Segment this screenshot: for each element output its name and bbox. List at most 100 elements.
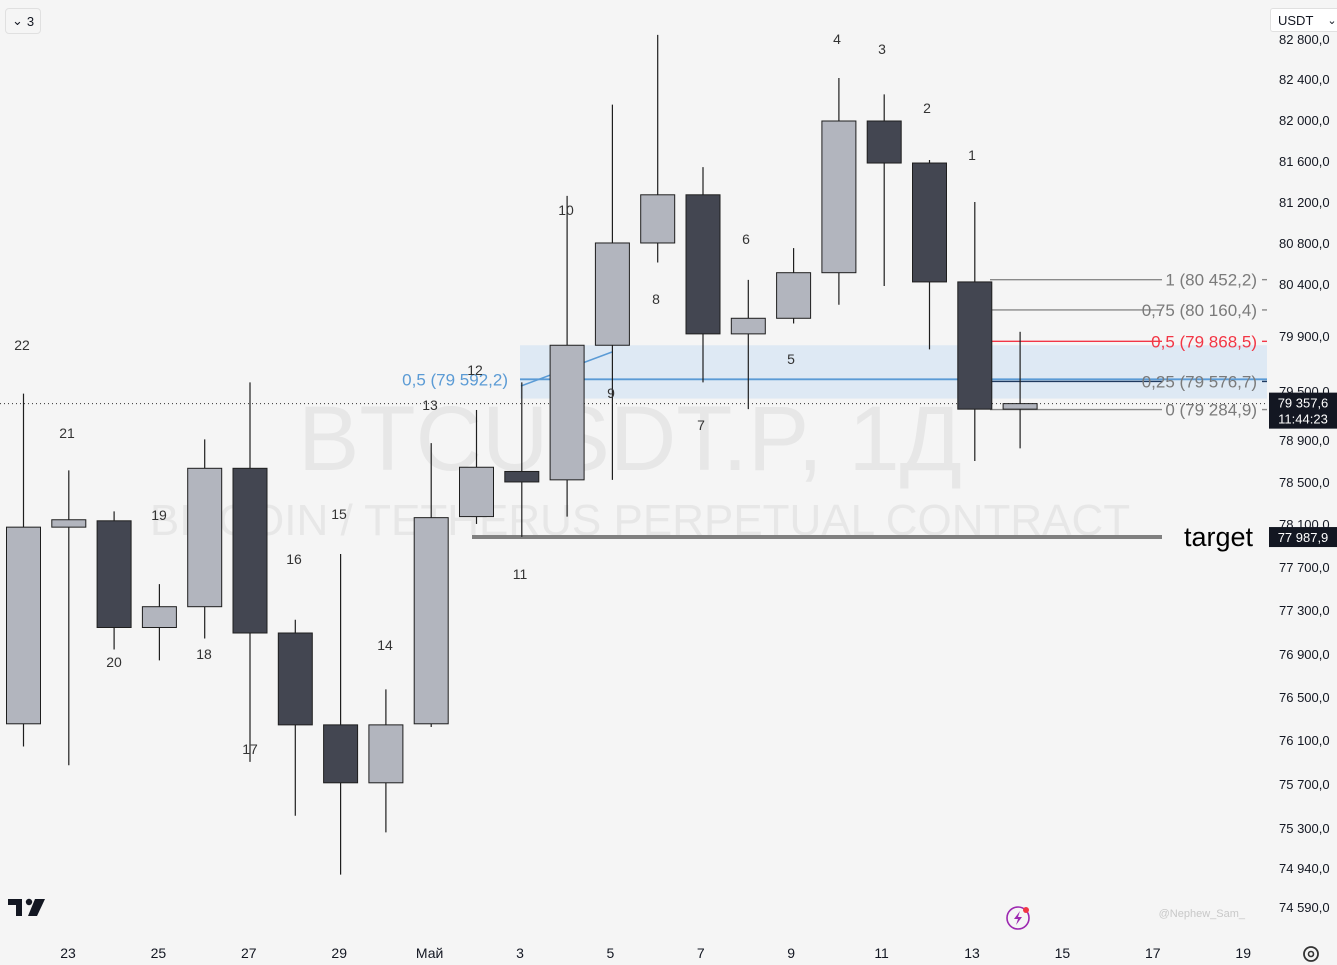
- price-tick-label: 74 590,0: [1279, 900, 1330, 915]
- current-price-value: 79 357,6: [1278, 396, 1329, 411]
- time-tick-label: 15: [1055, 945, 1071, 961]
- fib-level-label: 1 (80 452,2): [1165, 271, 1257, 290]
- target-price-value: 77 987,9: [1278, 530, 1329, 545]
- current-price-tag: [1269, 392, 1337, 429]
- price-tick-label: 77 700,0: [1279, 560, 1330, 575]
- candle-count-label: 7: [697, 417, 705, 433]
- chevron-down-icon: ⌄: [1327, 14, 1337, 27]
- price-tick-label: 77 300,0: [1279, 603, 1330, 618]
- candle-body: [912, 162, 947, 283]
- candle-body: [685, 194, 721, 335]
- candle-count-label: 3: [878, 41, 886, 57]
- time-tick-label: 13: [964, 945, 980, 961]
- candle-body: [232, 467, 268, 634]
- candle-body: [504, 470, 540, 483]
- time-tick-label: 19: [1235, 945, 1251, 961]
- chevron-down-icon: ⌄: [12, 13, 23, 28]
- candle-body: [549, 344, 585, 481]
- time-tick-label: 27: [241, 945, 257, 961]
- interval-badge[interactable]: ⌄ 3: [5, 8, 42, 34]
- axes-layer: 82 800,0 82 400,0 82 000,0 81 600,0 81 200,0…: [60, 32, 1337, 961]
- fib-zone-band: [520, 345, 1267, 399]
- candles-layer: [6, 34, 1038, 875]
- price-tick-label: 80 400,0: [1279, 277, 1330, 292]
- candle-body: [821, 120, 857, 274]
- fib-level-label: 0,75 (80 160,4): [1142, 301, 1257, 320]
- time-tick-label: 25: [151, 945, 167, 961]
- candle-body: [323, 724, 359, 784]
- fib-layer: 1 (80 452,2) 0,75 (80 160,4) 0,5 (79 868,5…: [0, 271, 1268, 420]
- candle-body: [187, 467, 223, 608]
- price-tick-label: 76 100,0: [1279, 733, 1330, 748]
- candle-count-label: 9: [607, 385, 615, 401]
- time-tick-label: 17: [1145, 945, 1161, 961]
- candle-body: [6, 526, 41, 725]
- candle-body: [368, 724, 404, 784]
- time-tick-label: 11: [874, 945, 889, 961]
- price-tick-label: 82 000,0: [1279, 113, 1330, 128]
- tradingview-logo-icon: [8, 898, 45, 916]
- candle-body: [96, 520, 132, 628]
- time-tick-label: 29: [331, 945, 347, 961]
- candle-body: [141, 606, 177, 629]
- price-tick-label: 80 800,0: [1279, 236, 1330, 251]
- candle-body: [957, 281, 993, 410]
- price-tick-label: 78 900,0: [1279, 433, 1330, 448]
- candle-count-label: 17: [242, 741, 258, 757]
- candle-count-label: 12: [467, 362, 483, 378]
- interval-value: 3: [26, 13, 35, 29]
- time-tick-label: Май: [416, 945, 443, 961]
- fib-level-label: 0 (79 284,9): [1165, 401, 1257, 420]
- candle-body: [51, 519, 87, 528]
- candle-body: [776, 272, 812, 319]
- fib-zone-label: 0,5 (79 592,2): [402, 370, 508, 389]
- candle-count-label: 10: [558, 202, 574, 218]
- lightning-icon[interactable]: [1006, 906, 1030, 930]
- watermark-symbol: BTCUSDT.P, 1Д: [298, 388, 962, 490]
- author-credit: @Nephew_Sam_: [1159, 908, 1246, 920]
- candle-count-label: 11: [513, 566, 528, 582]
- candle-count-label: 4: [833, 31, 841, 47]
- price-tick-label: 82 800,0: [1279, 32, 1330, 47]
- price-tick-label: 75 300,0: [1279, 821, 1330, 836]
- price-tick-label: 78 500,0: [1279, 475, 1330, 490]
- price-tick-label: 81 600,0: [1279, 154, 1330, 169]
- settings-gear-icon[interactable]: [1300, 943, 1322, 965]
- currency-label: USDT: [1278, 12, 1314, 28]
- candle-body: [459, 466, 494, 518]
- target-price-tag: [1269, 527, 1337, 548]
- candle-body: [594, 242, 630, 346]
- fib-level-label: 0,5 (79 868,5): [1151, 332, 1257, 351]
- time-tick-label: 5: [607, 945, 615, 961]
- price-tick-label: 74 940,0: [1279, 861, 1330, 876]
- candle-count-label: 18: [196, 646, 212, 662]
- fib-zone-layer: 0,5 (79 592,2): [402, 345, 1267, 399]
- price-tick-label: 75 700,0: [1279, 777, 1330, 792]
- candle-count-label: 21: [59, 425, 75, 441]
- candle-count-label: 15: [331, 506, 347, 522]
- candle-count-label: 20: [106, 654, 122, 670]
- candle-body: [277, 632, 313, 726]
- candle-count-label: 19: [151, 507, 167, 523]
- price-tick-label: 79 900,0: [1279, 329, 1330, 344]
- candle-count-label: 16: [286, 551, 302, 567]
- time-tick-label: 3: [516, 945, 524, 961]
- target-label: target: [1184, 522, 1254, 552]
- candle-count-label: 13: [422, 397, 438, 413]
- fib-level-label: 0,25 (79 576,7): [1142, 372, 1257, 391]
- candle-body: [1002, 403, 1038, 410]
- candle-count-label: 5: [787, 351, 795, 367]
- candle-body: [640, 194, 676, 244]
- price-tick-label: 76 900,0: [1279, 647, 1330, 662]
- target-layer: target 77 987,9: [472, 522, 1337, 552]
- candle-body: [866, 120, 902, 164]
- candle-count-label: 1: [968, 147, 976, 163]
- currency-select[interactable]: USDT ⌄: [1270, 8, 1337, 32]
- candle-count-label: 14: [377, 637, 393, 653]
- candle-body: [413, 517, 449, 725]
- time-tick-label: 9: [787, 945, 795, 961]
- candle-count-label: 22: [14, 337, 30, 353]
